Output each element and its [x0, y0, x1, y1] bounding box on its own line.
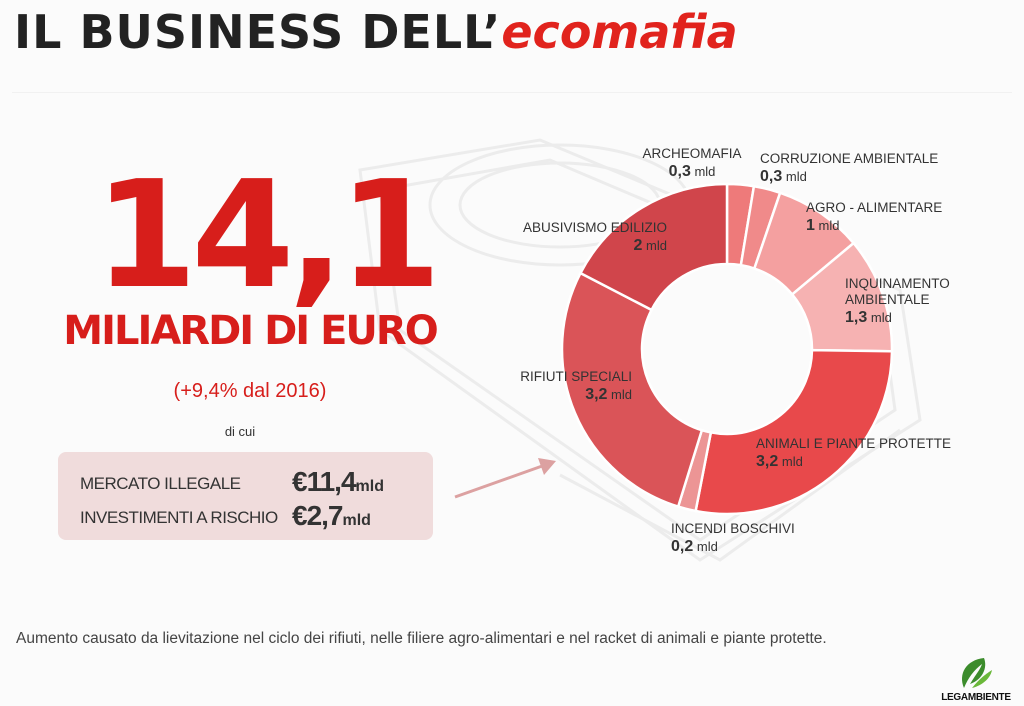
category-label: ANIMALI E PIANTE PROTETTE: [756, 436, 951, 451]
slice-animali-e-piante-protette: [694, 348, 894, 516]
slice-abusivismo-edilizio: [578, 182, 729, 312]
value-label: 0,3 mld: [669, 163, 716, 180]
breakdown-value: €11,4mld: [292, 466, 384, 497]
value-label: 1 mld: [806, 217, 839, 234]
breakdown-box: MERCATO ILLEGALE €11,4mld INVESTIMENTI A…: [58, 452, 433, 540]
header-divider: [12, 92, 1012, 93]
label-incendi-boschivi: INCENDI BOSCHIVI 0,2 mld: [671, 521, 795, 555]
growth-note: (+9,4% dal 2016): [173, 380, 327, 402]
label-agro-alimentare: AGRO - ALIMENTARE 1 mld: [806, 200, 942, 234]
headline-unit: MILIARDI DI EURO: [63, 308, 438, 354]
value-label: 0,2 mld: [671, 538, 718, 555]
category-label: AGRO - ALIMENTARE: [806, 200, 942, 215]
label-animali-e-piante-protette: ANIMALI E PIANTE PROTETTE 3,2 mld: [756, 436, 951, 470]
value-label: 3,2 mld: [585, 386, 632, 403]
title-highlight: ecomafia: [501, 5, 738, 59]
category-label: RIFIUTI SPECIALI: [520, 369, 632, 384]
value-label: 3,2 mld: [756, 453, 803, 470]
of-which-label: di cui: [224, 424, 256, 439]
breakdown-row-illegal-market: MERCATO ILLEGALE €11,4mld: [80, 466, 420, 497]
value-label: 1,3 mld: [845, 309, 892, 326]
breakdown-row-risk-investments: INVESTIMENTI A RISCHIO €2,7mld: [80, 500, 420, 531]
logo-text: LEGAMBIENTE: [941, 692, 1011, 703]
value-label: 0,3 mld: [760, 168, 807, 185]
breakdown-label: MERCATO ILLEGALE: [80, 474, 241, 493]
value-label: 2 mld: [634, 237, 667, 254]
slice-rifiuti-speciali: [560, 271, 704, 509]
category-label: CORRUZIONE AMBIENTALE: [760, 151, 938, 166]
label-rifiuti-speciali: RIFIUTI SPECIALI 3,2 mld: [520, 369, 632, 403]
category-label: ARCHEOMAFIA: [642, 146, 741, 161]
label-archeomafia: ARCHEOMAFIA 0,3 mld: [642, 146, 741, 180]
breakdown-label: INVESTIMENTI A RISCHIO: [80, 508, 278, 527]
title-main: IL BUSINESS DELL’: [14, 5, 502, 59]
page-title: IL BUSINESS DELL’ecomafia: [14, 2, 738, 62]
category-label: AMBIENTALE: [845, 292, 930, 307]
category-label: INQUINAMENTO: [845, 276, 950, 291]
label-abusivismo-edilizio: ABUSIVISMO EDILIZIO 2 mld: [523, 220, 667, 254]
leaf-icon: [962, 658, 992, 688]
breakdown-value: €2,7mld: [292, 500, 371, 531]
pointer-arrow: [454, 458, 556, 499]
category-label: INCENDI BOSCHIVI: [671, 521, 795, 536]
headline-value: 14,1: [94, 149, 441, 321]
footnote: Aumento causato da lievitazione nel cicl…: [16, 630, 827, 647]
category-label: ABUSIVISMO EDILIZIO: [523, 220, 667, 235]
label-corruzione-ambientale: CORRUZIONE AMBIENTALE 0,3 mld: [760, 151, 938, 185]
legambiente-logo: LEGAMBIENTE: [936, 652, 1016, 704]
